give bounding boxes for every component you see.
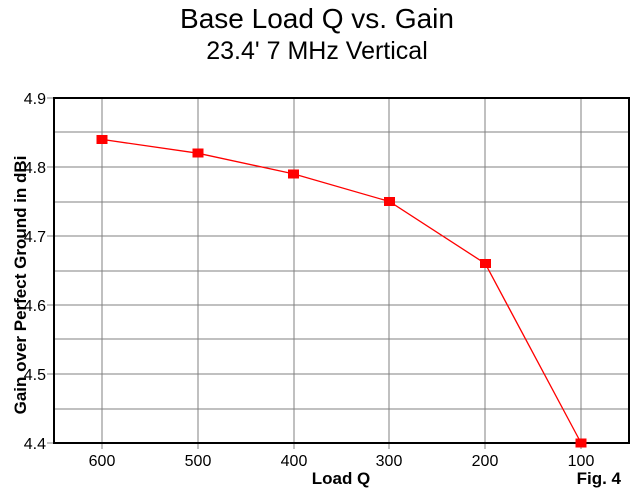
y-tick-label: 4.7 (24, 229, 46, 246)
data-point-marker (479, 259, 491, 269)
x-tick-label: 300 (376, 453, 403, 470)
series-layer (96, 134, 587, 448)
x-tick-label: 600 (89, 453, 116, 470)
chart-title: Base Load Q vs. Gain (180, 3, 454, 34)
data-point-marker (192, 148, 204, 158)
y-tick-label: 4.6 (24, 298, 46, 315)
data-point-marker (575, 438, 587, 448)
figure-label: Fig. 4 (577, 469, 622, 488)
data-point-marker (96, 134, 108, 144)
plot-frame (53, 97, 630, 444)
y-tick-label: 4.8 (24, 160, 46, 177)
frame-layer (53, 97, 630, 444)
grid-layer (47, 97, 629, 449)
x-tick-label: 100 (568, 453, 595, 470)
label-layer: 4.9 4.8 4.7 4.6 4.5 4.4 600 500 400 300 200 100 (24, 91, 595, 470)
chart-subtitle: 23.4' 7 MHz Vertical (206, 37, 428, 65)
y-axis-title: Gain over Perfect Ground in dBi (11, 156, 30, 415)
x-tick-label: 400 (281, 453, 308, 470)
y-tick-label: 4.4 (24, 436, 46, 453)
data-point-marker (288, 169, 300, 179)
data-point-marker (383, 197, 395, 206)
y-tick-label: 4.9 (24, 91, 46, 108)
x-tick-label: 500 (185, 453, 212, 470)
data-line (101, 138, 582, 444)
x-axis-title: Load Q (312, 469, 371, 488)
x-tick-label: 200 (472, 453, 499, 470)
y-tick-label: 4.5 (24, 367, 46, 384)
